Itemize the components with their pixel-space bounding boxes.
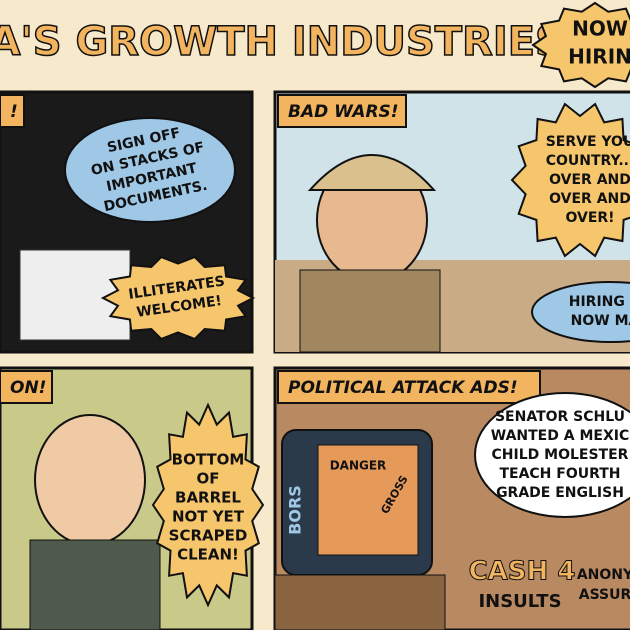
panel-label-box: [0, 94, 25, 128]
burst-text: BOTTOM: [172, 451, 245, 469]
soldier-body: [299, 269, 441, 353]
page-title: CA'S GROWTH INDUSTRIES: [0, 19, 564, 65]
panel-label-box: [0, 370, 53, 404]
tv-screen: [317, 444, 419, 556]
caption-burst: [151, 402, 265, 608]
corner-text: ANONY: [577, 567, 630, 583]
tv-brand: BORS: [286, 485, 305, 535]
panel-label: ON!: [10, 378, 46, 398]
corner-text: ASSUR: [579, 587, 630, 603]
tv-word: DANGER: [330, 459, 387, 473]
burst-text: OVER AND: [549, 172, 630, 188]
tv-stand: [274, 574, 446, 630]
bubble-text: SENATOR SCHLU: [495, 409, 625, 425]
panel-label: POLITICAL ATTACK ADS!: [288, 378, 518, 398]
bubble-text: NOW MA: [571, 313, 630, 329]
panel-label-box: [277, 370, 541, 404]
hiring-badge: [531, 1, 630, 89]
bubble-text: HIRING G: [569, 294, 630, 310]
caption-burst: [100, 255, 256, 341]
bubble-text: GRADE ENGLISH: [496, 485, 624, 501]
speech-bubble: [474, 392, 630, 518]
hiring-badge-text: NOW: [572, 17, 628, 41]
panel-label-box: [277, 94, 407, 128]
cash-subtitle: INSULTS: [478, 591, 561, 612]
bubble-text: CHILD MOLESTER: [492, 447, 629, 463]
burst-text: OVER!: [565, 210, 614, 226]
helmet: [307, 154, 437, 191]
burst-text: CLEAN!: [177, 546, 239, 564]
bubble-text: WANTED A MEXIC: [491, 428, 629, 444]
burst-text: SCRAPED: [169, 527, 248, 545]
speech-bubble: [64, 117, 236, 223]
woman-body: [29, 539, 161, 630]
burst-text: COUNTRY...: [546, 153, 630, 169]
burst-text: NOT YET: [172, 508, 245, 526]
caption-burst: [510, 102, 630, 258]
hiring-badge-text: HIRIN: [568, 45, 630, 69]
speech-bubble: [531, 281, 630, 343]
woman-face: [34, 414, 146, 546]
cash-title: CASH 4: [469, 557, 576, 587]
burst-text: OVER AND: [549, 191, 630, 207]
burst-text: OF: [197, 470, 220, 488]
burst-text: BARREL: [175, 489, 241, 507]
panel-label: !: [10, 102, 18, 122]
bubble-text: TEACH FOURTH: [499, 466, 620, 482]
panel-label: BAD WARS!: [288, 102, 399, 122]
burst-text: SERVE YOU: [546, 134, 630, 150]
